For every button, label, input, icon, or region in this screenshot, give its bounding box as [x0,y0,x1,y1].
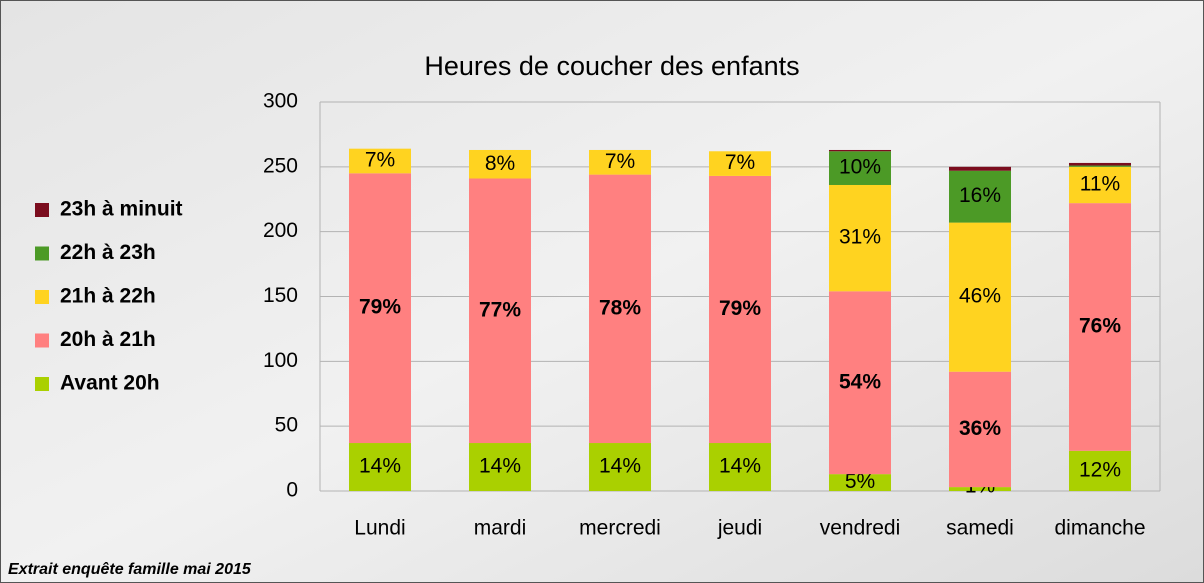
legend-swatch [35,333,49,348]
bar-segment [589,174,651,444]
legend-label: Avant 20h [60,372,160,395]
data-label: 11% [1080,173,1120,196]
y-tick-label: 300 [263,90,298,113]
legend-label: 22h à 23h [60,241,156,264]
data-label: 14% [719,455,761,478]
data-label: 16% [959,184,1001,207]
legend-label: 23h à minuit [60,198,183,221]
x-tick-label: mardi [474,517,527,540]
legend-swatch [35,203,49,217]
legend-swatch [35,290,49,304]
bar-segment [469,178,531,444]
data-label: 14% [479,455,521,478]
legend-label: 20h à 21h [60,328,156,351]
data-label: 76% [1079,315,1121,338]
bar-segment [949,166,1011,171]
bar-segment [709,443,771,491]
data-label: 79% [719,297,761,320]
bar-segment [829,474,891,491]
bar-segment [1069,450,1131,491]
bar-segment [1069,162,1131,166]
footnote: Extrait enquête famille mai 2015 [8,561,252,578]
bar-segment [829,184,891,292]
bar-segment [829,151,891,185]
data-label: 54% [839,370,881,393]
data-label: 31% [839,226,881,249]
bar-segment [709,175,771,444]
legend-label: 21h à 22h [60,285,156,308]
bar-segment [949,371,1011,488]
y-tick-label: 200 [263,219,298,242]
chart-title: Heures de coucher des enfants [424,51,799,81]
x-tick-label: mercredi [579,517,661,540]
legend-swatch [35,377,49,391]
bar-segment [709,151,771,176]
bar-segment [349,173,411,444]
x-tick-label: vendredi [820,517,901,540]
bar-segment [589,443,651,491]
y-tick-label: 0 [286,479,298,502]
bar-segment [949,222,1011,372]
x-tick-label: jeudi [717,517,762,540]
data-label: 7% [365,149,395,172]
bar-segment [829,291,891,475]
legend-swatch [35,246,49,261]
data-label: 5% [845,470,875,493]
bar-segment [589,149,651,175]
data-label: 10% [839,156,881,179]
data-label: 46% [959,285,1001,308]
y-tick-label: 100 [263,349,298,372]
bar-segment [1069,165,1131,167]
data-label: 14% [359,455,401,478]
y-tick-label: 250 [263,154,298,177]
data-label: 12% [1079,458,1121,481]
bar-segment [349,443,411,491]
x-tick-label: Lundi [354,517,405,540]
bar-segment [469,443,531,491]
data-label: 8% [485,152,515,175]
data-label: 79% [359,296,401,319]
bar-segment [949,170,1011,223]
bar-segment [1069,166,1131,204]
data-label: 7% [725,151,755,174]
data-label: 36% [959,417,1001,440]
y-tick-label: 50 [275,414,298,437]
bar-segment [349,148,411,174]
data-label: 14% [599,455,641,478]
y-tick-label: 150 [263,284,298,307]
data-label: 7% [605,150,635,173]
x-tick-label: dimanche [1054,517,1145,540]
bar-segment [469,149,531,179]
data-label: 77% [479,298,521,321]
x-tick-label: samedi [946,517,1014,540]
bar-segment [1069,203,1131,451]
bar-segment [829,149,891,152]
bar-segment [949,487,1011,491]
data-label: 78% [599,296,641,319]
